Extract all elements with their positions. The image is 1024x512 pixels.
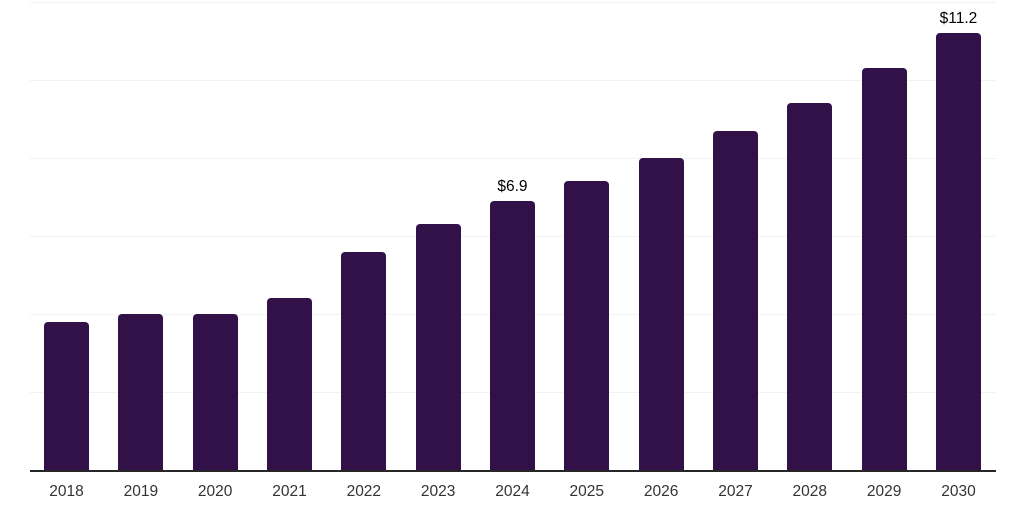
x-tick-label-2027: 2027 bbox=[718, 483, 753, 500]
bar-2021 bbox=[266, 298, 312, 470]
bar-value-label-2030: $11.2 bbox=[939, 10, 978, 28]
bar-2019 bbox=[118, 314, 164, 470]
bar-2024 bbox=[489, 200, 535, 470]
x-tick-label-2018: 2018 bbox=[49, 483, 84, 500]
bar-2027 bbox=[712, 130, 758, 470]
gridline bbox=[30, 158, 996, 159]
gridline bbox=[30, 2, 996, 3]
x-tick-label-2026: 2026 bbox=[643, 483, 679, 500]
bar-2018 bbox=[44, 321, 89, 470]
x-tick-label-2028: 2028 bbox=[792, 483, 828, 500]
bar-2022 bbox=[341, 251, 387, 470]
x-tick-label-2021: 2021 bbox=[272, 483, 307, 500]
bar-2030 bbox=[935, 33, 981, 470]
bar-2029 bbox=[861, 68, 907, 470]
x-tick-label-2025: 2025 bbox=[569, 483, 605, 500]
bar-value-label-2024: $6.9 bbox=[497, 177, 528, 195]
x-tick-label-2022: 2022 bbox=[346, 483, 382, 500]
bar-2028 bbox=[787, 103, 833, 470]
bar-2023 bbox=[415, 224, 461, 470]
x-tick-label-2019: 2019 bbox=[123, 483, 159, 500]
x-tick-label-2030: 2030 bbox=[941, 483, 976, 500]
x-tick-label-2029: 2029 bbox=[866, 483, 902, 500]
bar-2020 bbox=[192, 314, 238, 470]
x-axis-line bbox=[30, 470, 996, 472]
x-tick-label-2024: 2024 bbox=[495, 483, 530, 500]
plot-area: $6.9 $11.2 bbox=[30, 2, 996, 472]
bar-2026 bbox=[638, 158, 684, 470]
gridline bbox=[30, 80, 996, 81]
x-tick-label-2023: 2023 bbox=[420, 483, 456, 500]
x-tick-label-2020: 2020 bbox=[197, 483, 233, 500]
bar-2025 bbox=[564, 181, 610, 470]
